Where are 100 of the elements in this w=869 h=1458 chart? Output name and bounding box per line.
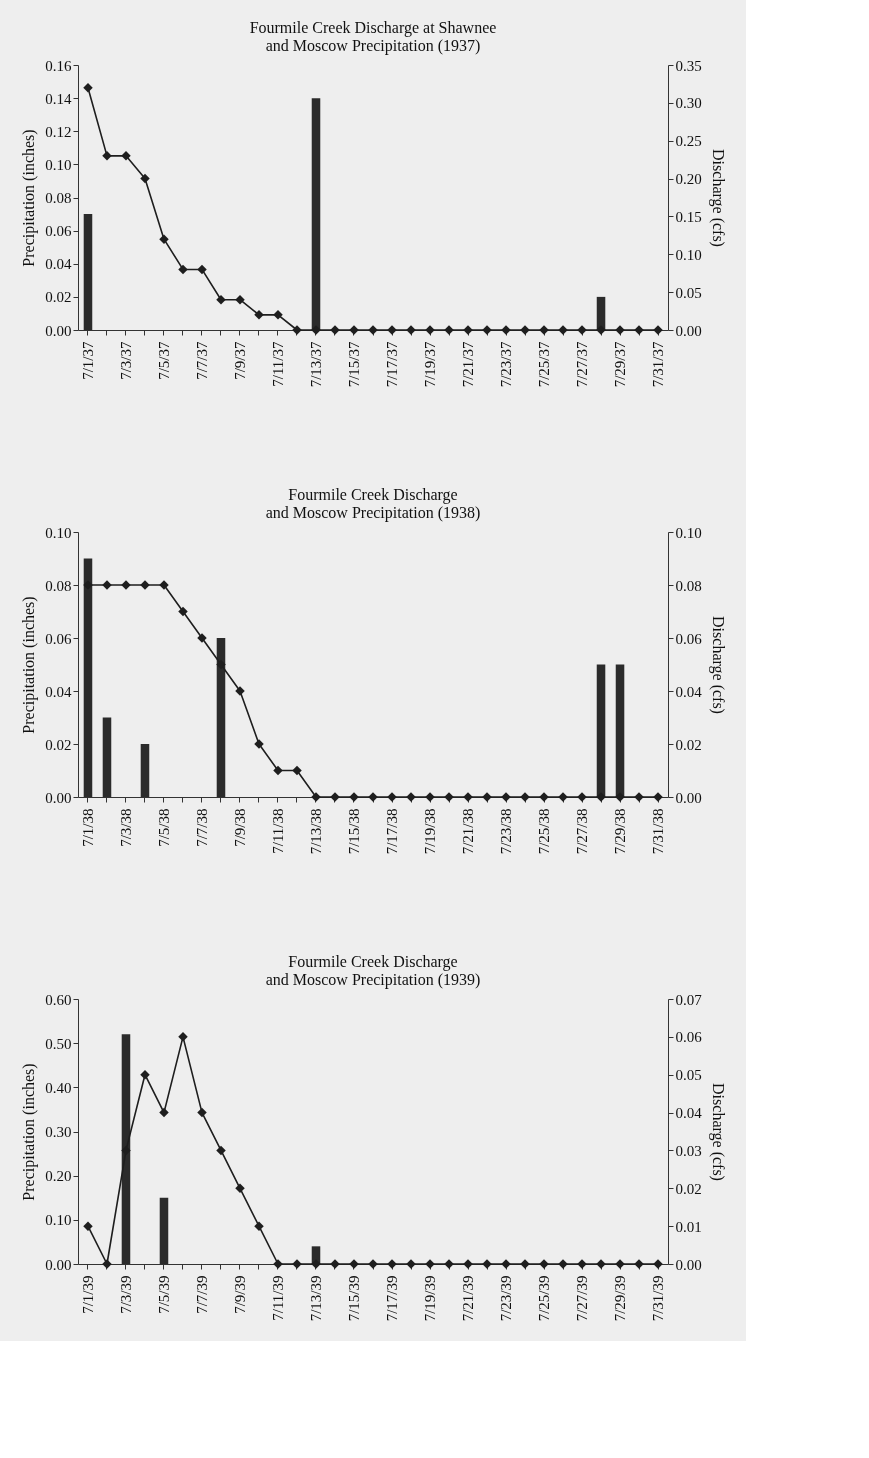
y-axis-title: Precipitation (inches) [20,596,39,734]
y-tick-label: 0.10 [45,156,72,173]
y-tick-label: 0.04 [45,256,72,273]
x-tick-label: 7/1/37 [79,341,96,380]
chart-title: Fourmile Creek Discharge at Shawnee and Moscow Precipitation (1937) [249,19,497,55]
x-tick-label: 7/5/37 [155,341,172,380]
x-tick-label: 7/23/38 [498,808,515,855]
y2-tick-label: 0.07 [675,991,703,1008]
x-tick-label: 7/27/37 [574,341,591,388]
x-tick-label: 7/11/38 [269,808,286,854]
y2-tick-label: 0.10 [675,524,702,541]
bar [311,98,321,330]
y-tick-label: 0.30 [45,1124,72,1140]
point [197,264,207,275]
y2-tick-label: 0.08 [675,577,702,594]
y2-tick-label: 0.04 [675,683,703,700]
point [235,294,245,305]
x-tick-label: 7/7/37 [193,341,210,380]
y2-tick-label: 0.00 [675,322,702,339]
point [178,606,188,617]
point [121,1145,131,1156]
point [216,294,226,305]
y-tick-label: 0.06 [45,630,72,647]
y2-axis-title: Discharge (cfs) [708,149,727,247]
point [159,1107,169,1118]
y-tick-label: 0.20 [45,1168,72,1185]
point [140,1069,150,1080]
x-tick-label: 7/15/38 [346,808,362,855]
point [197,1107,207,1118]
x-tick-label: 7/9/38 [231,808,248,847]
x-tick-label: 7/25/38 [536,808,553,855]
x-tick-label: 7/25/39 [536,1275,553,1322]
x-tick-label: 7/29/38 [612,808,629,855]
x-tick-label: 7/13/37 [308,341,324,388]
y2-tick-label: 0.15 [675,208,702,225]
y-tick-label: 0.60 [45,991,72,1008]
y2-tick-label: 0.03 [675,1142,702,1159]
point [216,659,226,670]
y2-tick-label: 0.06 [675,630,703,647]
x-tick-label: 7/31/39 [650,1275,667,1322]
y-tick-label: 0.00 [45,1256,72,1273]
x-tick-label: 7/11/39 [269,1275,286,1321]
x-tick-label: 7/1/38 [79,808,96,847]
x-tick-label: 7/1/39 [79,1275,96,1314]
x-tick-label: 7/5/39 [155,1275,172,1314]
y2-tick-label: 0.00 [675,1256,702,1273]
x-tick-label: 7/13/38 [308,808,324,855]
y2-axis-title: Discharge (cfs) [708,1083,727,1181]
y2-tick-label: 0.05 [675,284,702,301]
x-tick-label: 7/25/37 [536,341,553,388]
x-tick-label: 7/9/37 [231,341,248,380]
x-tick-label: 7/17/39 [384,1275,400,1322]
y-tick-label: 0.08 [45,190,72,206]
x-tick-label: 7/19/39 [422,1275,438,1322]
x-tick-label: 7/21/37 [460,341,477,388]
x-tick-label: 7/3/39 [117,1275,134,1314]
y2-tick-label: 0.05 [675,1067,702,1084]
y2-tick-label: 0.02 [675,736,702,753]
point [292,765,302,776]
y2-tick-label: 0.00 [675,789,702,806]
x-tick-label: 7/23/39 [498,1275,515,1322]
y-tick-label: 0.02 [45,736,72,753]
x-tick-label: 7/7/38 [193,808,210,847]
y2-tick-label: 0.04 [675,1105,703,1122]
x-tick-label: 7/29/39 [612,1275,629,1322]
y-tick-label: 0.16 [45,57,72,74]
chart-title: Fourmile Creek Discharge and Moscow Precipitation (1939) [265,953,481,989]
y-tick-label: 0.02 [45,289,72,306]
point [273,765,283,776]
bar [615,664,625,797]
x-tick-label: 7/27/39 [574,1275,591,1322]
x-tick-label: 7/17/37 [384,341,400,388]
chart-title: Fourmile Creek Discharge and Moscow Precipitation (1938) [265,486,481,522]
x-tick-label: 7/3/38 [117,808,134,847]
x-tick-label: 7/3/37 [117,341,134,380]
x-tick-label: 7/9/39 [231,1275,248,1314]
x-tick-label: 7/29/37 [612,341,629,388]
y2-tick-label: 0.10 [675,246,702,263]
y-tick-label: 0.08 [45,577,72,594]
y-tick-label: 0.04 [45,683,72,700]
point [83,82,93,93]
y-tick-label: 0.50 [45,1035,72,1052]
x-tick-label: 7/31/37 [650,341,667,388]
y-tick-label: 0.10 [45,1212,72,1229]
bar [596,664,606,797]
y2-tick-label: 0.35 [675,57,702,74]
x-tick-label: 7/19/37 [422,341,438,388]
x-tick-label: 7/15/39 [346,1275,362,1322]
x-tick-label: 7/15/37 [346,341,362,388]
x-tick-label: 7/21/38 [460,808,477,855]
point [178,264,188,275]
y-tick-label: 0.12 [45,123,72,140]
y-tick-label: 0.06 [45,223,72,240]
y2-tick-label: 0.01 [675,1218,702,1235]
y-tick-label: 0.00 [45,789,72,806]
y-tick-label: 0.14 [45,90,72,107]
point [216,1145,226,1156]
y-tick-label: 0.40 [45,1079,72,1096]
x-tick-label: 7/19/38 [422,808,438,855]
y2-tick-label: 0.20 [675,171,702,188]
